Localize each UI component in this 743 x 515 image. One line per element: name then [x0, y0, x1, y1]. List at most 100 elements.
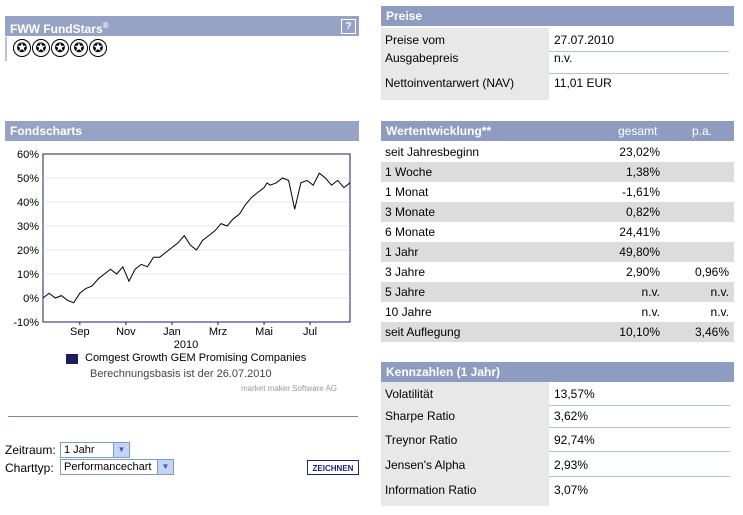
wertentwicklung-row: 3 Jahre 2,90% 0,96% — [381, 262, 734, 282]
row-separator — [549, 476, 730, 477]
period-label: seit Jahresbeginn — [385, 145, 480, 159]
fundstars-divider — [5, 37, 7, 61]
fundstars-title: FWW FundStars — [10, 22, 103, 36]
x-tick-label: Mrz — [209, 326, 227, 338]
preise-value: 27.07.2010 — [554, 33, 615, 47]
preise-label-column — [381, 28, 549, 100]
pa-value: 3,46% — [694, 325, 729, 339]
gesamt-value: n.v. — [641, 285, 660, 299]
y-tick-label: -10% — [13, 317, 39, 329]
preise-label: Preise vom — [385, 33, 446, 47]
kennzahlen-label-column — [381, 382, 549, 506]
kennzahl-row: Treynor Ratio 92,74% — [381, 430, 734, 450]
y-tick-label: 0% — [23, 293, 39, 305]
chevron-down-icon[interactable]: ▼ — [113, 443, 129, 457]
charttyp-label: Charttyp: — [5, 461, 54, 475]
y-tick-label: 50% — [17, 173, 39, 185]
kennzahlen-header: Kennzahlen (1 Jahr) — [381, 362, 734, 382]
period-label: 1 Monat — [385, 185, 429, 199]
x-tick-label: Mai — [255, 326, 273, 338]
gesamt-value: 23,02% — [619, 145, 660, 159]
star-rating: ✪ ✪ ✪ ✪ ✪ — [13, 39, 108, 57]
kennzahl-label: Treynor Ratio — [385, 433, 458, 447]
credit-text: market maker Software AG — [241, 384, 338, 393]
period-label: 1 Jahr — [385, 245, 419, 259]
zeitraum-value: 1 Jahr — [64, 444, 95, 456]
star-icon: ✪ — [51, 39, 69, 57]
preise-title: Preise — [386, 9, 423, 23]
fundstars-header: FWW FundStars® ? — [5, 16, 359, 36]
wertentwicklung-row: seit Jahresbeginn 23,02% — [381, 142, 734, 162]
star-icon: ✪ — [13, 39, 31, 57]
x-tick-label: Nov — [116, 326, 136, 338]
gesamt-value: 49,80% — [619, 245, 660, 259]
zeitraum-select[interactable]: 1 Jahr ▼ — [60, 442, 130, 458]
performance-chart: 60% 50% 40% 30% 20% 10% 0% -10% Sep Nov Jan Mrz Mai… — [13, 149, 351, 351]
star-icon: ✪ — [70, 39, 88, 57]
wertentwicklung-row: seit Auflegung 10,10% 3,46% — [381, 322, 734, 342]
section-divider — [8, 416, 358, 417]
gesamt-value: 10,10% — [619, 325, 660, 339]
y-tick-label: 10% — [17, 269, 39, 281]
chevron-down-icon[interactable]: ▼ — [157, 460, 173, 474]
kennzahlen-title: Kennzahlen (1 Jahr) — [386, 365, 501, 379]
preise-row: Preise vom 27.07.2010 — [381, 28, 734, 52]
kennzahl-value: 13,57% — [554, 387, 595, 401]
kennzahl-value: 3,07% — [554, 483, 589, 497]
period-label: 6 Monate — [385, 225, 436, 239]
fondscharts-header: Fondscharts — [5, 121, 359, 141]
period-label: 10 Jahre — [385, 305, 432, 319]
preise-label: Ausgabepreis — [385, 51, 459, 65]
preise-header: Preise — [381, 6, 734, 26]
preise-value: n.v. — [554, 51, 573, 65]
charttyp-value: Performancechart — [64, 461, 152, 473]
wertentwicklung-row: 6 Monate 24,41% — [381, 222, 734, 242]
legend-label: Comgest Growth GEM Promising Companies — [85, 352, 307, 364]
x-axis-year: 2010 — [174, 339, 198, 351]
help-icon[interactable]: ? — [341, 19, 356, 34]
fondscharts-title: Fondscharts — [10, 124, 83, 138]
kennzahl-label: Information Ratio — [385, 483, 477, 497]
kennzahl-value: 3,62% — [554, 409, 589, 423]
gesamt-value: 1,38% — [625, 165, 660, 179]
preise-label: Nettoinventarwert (NAV) — [385, 76, 515, 90]
gesamt-value: n.v. — [641, 305, 660, 319]
star-icon: ✪ — [32, 39, 50, 57]
preise-row: Nettoinventarwert (NAV) 11,01 EUR — [381, 71, 734, 95]
wertentwicklung-header: Wertentwicklung** gesamt p.a. — [381, 121, 734, 141]
basis-text: Berechnungsbasis ist der 26.07.2010 — [90, 368, 272, 380]
pa-value: n.v. — [710, 305, 729, 319]
zeichnen-button[interactable]: ZEICHNEN — [307, 460, 359, 475]
registered-mark: ® — [102, 21, 109, 30]
wertentwicklung-row: 1 Woche 1,38% — [381, 162, 734, 182]
charttyp-select[interactable]: Performancechart ▼ — [60, 459, 174, 475]
preise-value: 11,01 EUR — [554, 76, 612, 90]
kennzahl-row: Volatilität 13,57% — [381, 384, 734, 404]
col-gesamt-header: gesamt — [618, 124, 658, 138]
gesamt-value: -1,61% — [621, 185, 660, 199]
gesamt-value: 0,82% — [625, 205, 660, 219]
row-separator — [549, 51, 729, 52]
y-tick-label: 40% — [17, 197, 39, 209]
wertentwicklung-row: 5 Jahre n.v. n.v. — [381, 282, 734, 302]
kennzahl-value: 92,74% — [554, 433, 595, 447]
wertentwicklung-title: Wertentwicklung** — [386, 124, 492, 138]
wertentwicklung-row: 1 Jahr 49,80% — [381, 242, 734, 262]
pa-value: 0,96% — [694, 265, 729, 279]
col-pa-header: p.a. — [692, 124, 713, 138]
preise-row: Ausgabepreis n.v. — [381, 46, 734, 70]
star-icon: ✪ — [89, 39, 107, 57]
kennzahl-row: Information Ratio 3,07% — [381, 480, 734, 500]
x-tick-label: Jan — [163, 326, 181, 338]
kennzahl-value: 2,93% — [554, 458, 589, 472]
row-separator — [549, 451, 730, 452]
row-separator — [549, 405, 730, 406]
y-tick-label: 30% — [17, 221, 39, 233]
wertentwicklung-row: 3 Monate 0,82% — [381, 202, 734, 222]
period-label: 5 Jahre — [385, 285, 426, 299]
kennzahl-row: Jensen's Alpha 2,93% — [381, 455, 734, 475]
series-line — [42, 172, 351, 304]
plot-area — [42, 153, 351, 323]
y-tick-label: 60% — [17, 149, 39, 161]
y-tick-label: 20% — [17, 245, 39, 257]
